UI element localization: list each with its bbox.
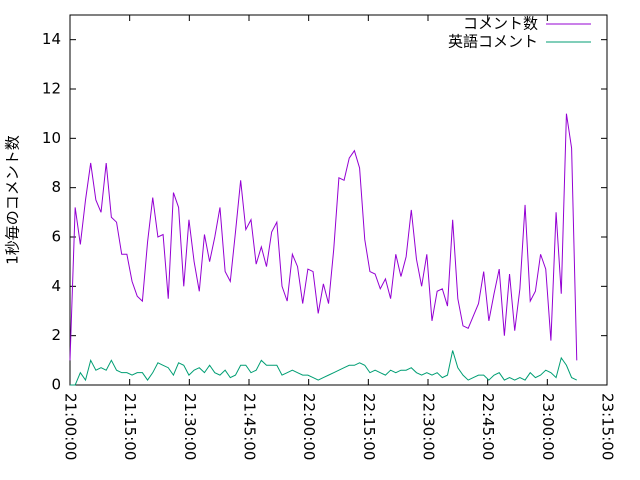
x-tick-label: 23:15:00 <box>599 393 617 460</box>
x-tick-label: 23:00:00 <box>539 393 557 460</box>
y-tick-label: 14 <box>42 30 61 48</box>
x-tick-label: 21:30:00 <box>181 393 199 460</box>
y-tick-label: 4 <box>51 277 61 295</box>
x-tick-label: 22:45:00 <box>479 393 497 460</box>
legend-label: 英語コメント <box>448 33 538 51</box>
x-tick-label: 21:00:00 <box>62 393 80 460</box>
y-tick-label: 8 <box>51 178 61 196</box>
legend-label: コメント数 <box>463 15 538 33</box>
x-tick-label: 21:15:00 <box>121 393 139 460</box>
y-tick-label: 2 <box>51 326 61 344</box>
x-tick-label: 21:45:00 <box>241 393 259 460</box>
y-tick-label: 10 <box>42 129 61 147</box>
x-tick-label: 22:00:00 <box>300 393 318 460</box>
y-tick-label: 6 <box>51 228 61 246</box>
y-axis-label: 1秒毎のコメント数 <box>4 135 22 265</box>
series-line <box>70 350 577 386</box>
y-tick-label: 0 <box>51 376 61 394</box>
x-tick-label: 22:15:00 <box>360 393 378 460</box>
x-tick-label: 22:30:00 <box>420 393 438 460</box>
plot-border <box>69 14 608 386</box>
y-tick-label: 12 <box>42 80 61 98</box>
series-line <box>69 113 578 361</box>
